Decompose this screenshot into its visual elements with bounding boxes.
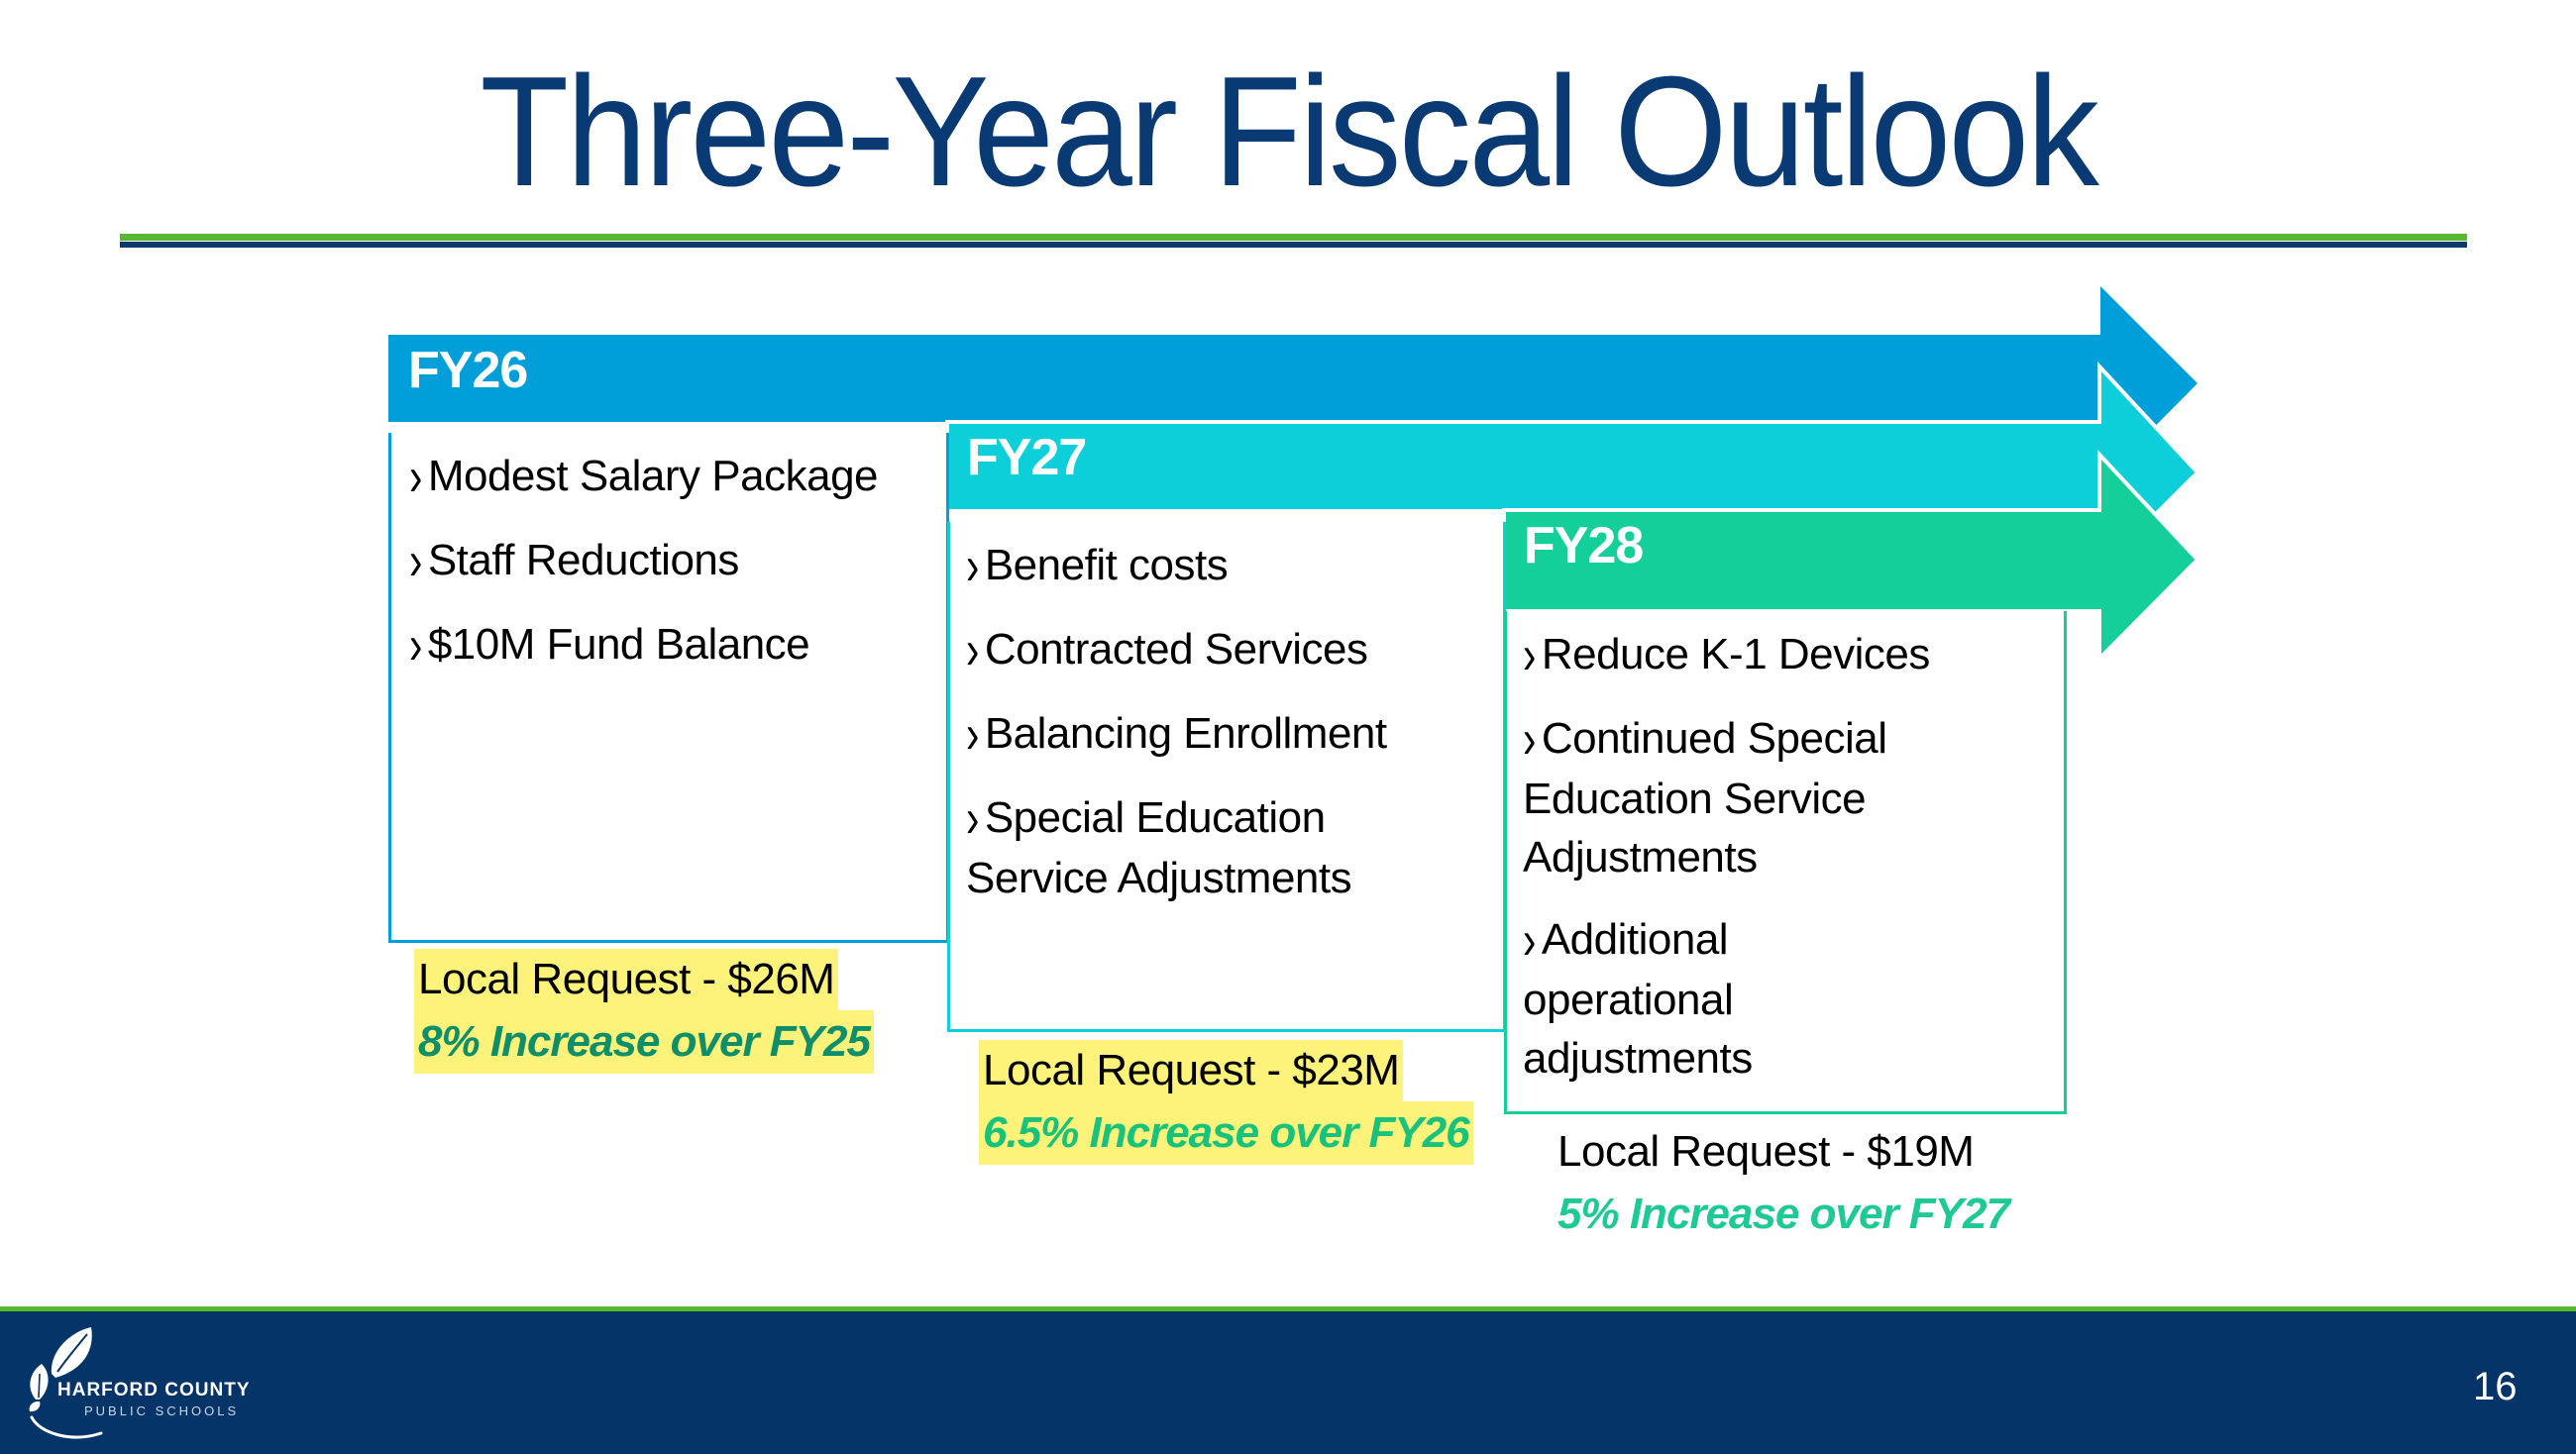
fy26-list: › Modest Salary Package › Staff Reductions… bbox=[409, 447, 946, 676]
fy27-increase: 6.5% Increase over FY26 bbox=[979, 1101, 1473, 1165]
fy28-label: FY28 bbox=[1524, 517, 1644, 574]
chevron-right-icon: › bbox=[409, 531, 422, 592]
list-item: › $10M Fund Balance bbox=[409, 615, 946, 676]
list-item: › Balancing Enrollment bbox=[966, 704, 1503, 766]
fy28-local-request: Local Request - $19M bbox=[1557, 1127, 1975, 1176]
list-item: › Staff Reductions bbox=[409, 531, 946, 592]
chevron-right-icon: › bbox=[409, 447, 422, 508]
title-divider-green bbox=[120, 234, 2467, 241]
org-name: HARFORD COUNTY bbox=[57, 1380, 251, 1401]
fy27-list: › Benefit costs › Contracted Services › Bal… bbox=[966, 536, 1503, 907]
fy27-request-block: Local Request - $23M 6.5% Increase over … bbox=[979, 1040, 1473, 1165]
fy28-increase: 5% Increase over FY27 bbox=[1557, 1190, 2010, 1238]
chevron-right-icon: › bbox=[966, 536, 979, 597]
page-number: 16 bbox=[2473, 1365, 2518, 1408]
fy28-list: › Reduce K-1 Devices › Continued Special E… bbox=[1523, 625, 2064, 1088]
list-item: › Contracted Services bbox=[966, 620, 1503, 681]
page-title-text: Three-Year Fiscal Outlook bbox=[480, 45, 2098, 219]
fy26-request-block: Local Request - $26M 8% Increase over FY… bbox=[414, 949, 874, 1074]
chevron-right-icon: › bbox=[966, 704, 979, 766]
fy27-local-request: Local Request - $23M bbox=[979, 1040, 1404, 1101]
list-item: › Reduce K-1 Devices bbox=[1523, 625, 2064, 686]
list-item: › Modest Salary Package bbox=[409, 447, 946, 508]
leaf-logo-icon bbox=[29, 1327, 103, 1439]
chevron-right-icon: › bbox=[966, 620, 979, 681]
list-item: › Additional operational adjustments bbox=[1523, 910, 1840, 1088]
footer-bar bbox=[0, 1311, 2576, 1454]
chevron-right-icon: › bbox=[1523, 709, 1536, 771]
title-divider-navy bbox=[120, 242, 2467, 248]
footer-divider bbox=[0, 1306, 2576, 1311]
list-item: › Benefit costs bbox=[966, 536, 1503, 597]
page-title: Three-Year Fiscal Outlook bbox=[0, 48, 2576, 216]
chevron-right-icon: › bbox=[409, 615, 422, 676]
list-item: › Special Education Service Adjustments bbox=[966, 788, 1442, 907]
chevron-right-icon: › bbox=[1523, 910, 1536, 972]
chevron-right-icon: › bbox=[1523, 625, 1536, 686]
fy26-label: FY26 bbox=[408, 342, 528, 399]
fy26-increase: 8% Increase over FY25 bbox=[414, 1010, 874, 1074]
fy27-label: FY27 bbox=[967, 429, 1087, 486]
fy26-box: › Modest Salary Package › Staff Reductions… bbox=[388, 433, 949, 943]
org-subtitle: PUBLIC SCHOOLS bbox=[84, 1403, 240, 1418]
fy27-box: › Benefit costs › Contracted Services › Bal… bbox=[947, 522, 1506, 1032]
fy28-box: › Reduce K-1 Devices › Continued Special E… bbox=[1504, 611, 2067, 1114]
fy28-request-block: Local Request - $19M 5% Increase over FY… bbox=[1554, 1121, 2013, 1246]
chevron-right-icon: › bbox=[966, 788, 979, 850]
list-item: › Continued Special Education Service Adj… bbox=[1523, 709, 1988, 886]
fy26-local-request: Local Request - $26M bbox=[414, 949, 839, 1010]
